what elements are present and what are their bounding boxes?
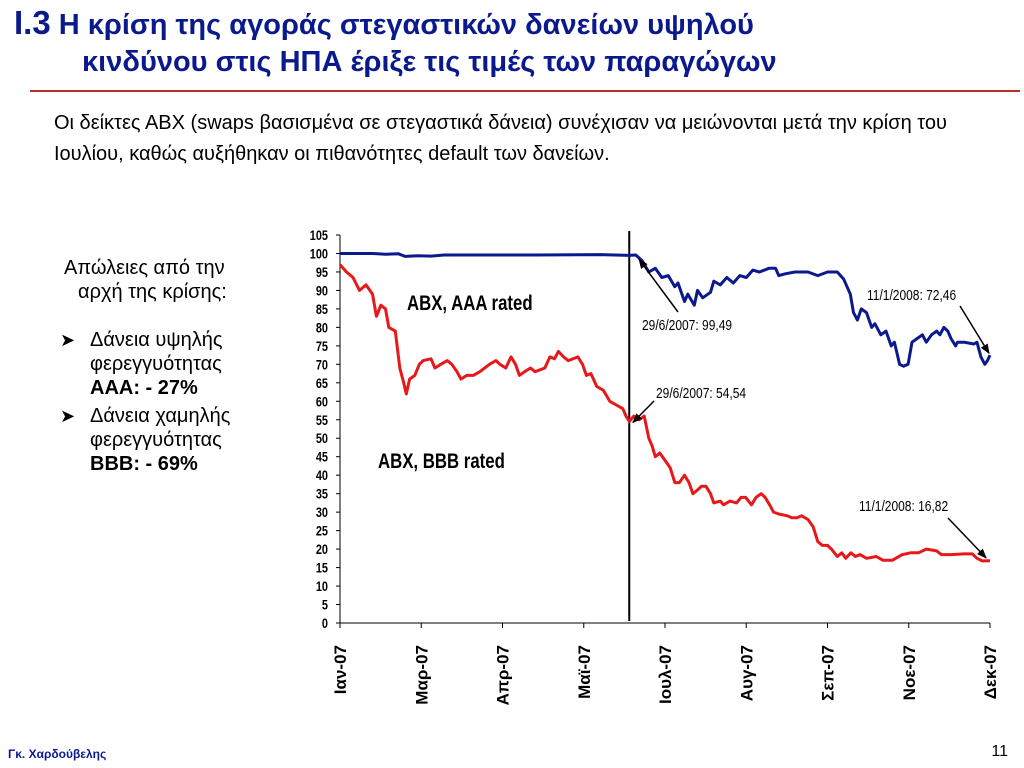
annotation-bbb-january: 11/1/2008: 16,82 <box>859 498 948 515</box>
y-tick-label: 85 <box>316 302 328 318</box>
y-tick-label: 95 <box>316 265 328 281</box>
x-tick-label: Ιαν-07 <box>331 645 350 694</box>
title-number: I.3 <box>14 4 51 41</box>
title-line-1: Η κρίση της αγοράς στεγαστικών δανείων υ… <box>58 9 754 41</box>
annotation-aaa-january: 11/1/2008: 72,46 <box>867 287 956 304</box>
series-bbb-line <box>338 263 991 563</box>
bullet-aaa: ➤ Δάνεια υψηλής φερεγγυότητας AAA: - 27% <box>60 328 290 400</box>
x-tick-label: Μαρ-07 <box>412 645 431 705</box>
y-tick-label: 100 <box>310 246 328 262</box>
bullet-bbb-loss: BBB: - 69% <box>90 453 198 475</box>
y-tick-label: 75 <box>316 339 328 355</box>
bullet-arrow-icon: ➤ <box>60 406 76 426</box>
loss-summary: Απώλειες από την αρχή της κρίσης: ➤ Δάνε… <box>60 256 290 476</box>
x-tick-label: Δεκ-07 <box>981 645 1000 699</box>
y-tick-label: 60 <box>316 394 328 410</box>
y-tick-label: 0 <box>322 616 328 632</box>
y-tick-label: 30 <box>316 505 328 521</box>
y-tick-label: 10 <box>316 579 328 595</box>
x-tick-label: Μαϊ-07 <box>575 645 594 699</box>
y-tick-label: 105 <box>310 228 328 244</box>
page-number: 11 <box>991 743 1008 760</box>
arrow-bbb-january <box>947 517 987 559</box>
series-aaa-label: ABX, AAA rated <box>407 292 533 315</box>
x-tick-label: Σεπ-07 <box>819 645 838 701</box>
annotation-bbb-june: 29/6/2007: 54,54 <box>656 385 746 402</box>
bullet-aaa-loss: AAA: - 27% <box>90 377 198 399</box>
intro-text: Οι δείκτες ΑΒΧ (swaps βασισμένα σε στεγα… <box>54 112 947 165</box>
bullet-bbb: ➤ Δάνεια χαμηλής φερεγγυότητας BBB: - 69… <box>60 404 290 476</box>
x-tick-label: Απρ-07 <box>494 645 513 705</box>
y-tick-label: 35 <box>316 486 328 502</box>
y-tick-label: 45 <box>316 449 328 465</box>
series-bbb-label: ABX, BBB rated <box>378 450 505 473</box>
y-tick-label: 70 <box>316 357 328 373</box>
y-tick-label: 15 <box>316 560 328 576</box>
y-tick-label: 55 <box>316 412 328 428</box>
y-tick-label: 20 <box>316 542 328 558</box>
title-line-2: κινδύνου στις ΗΠΑ έριξε τις τιμές των πα… <box>82 46 777 78</box>
bullet-aaa-text: Δάνεια υψηλής φερεγγυότητας <box>90 329 223 375</box>
x-tick-label: Νοε-07 <box>900 645 919 700</box>
bullet-bbb-text: Δάνεια χαμηλής φερεγγυότητας <box>90 405 231 451</box>
annotation-aaa-june: 29/6/2007: 99,49 <box>642 317 732 334</box>
y-tick-label: 65 <box>316 376 328 392</box>
arrow-aaa-january <box>959 305 990 355</box>
title-divider <box>30 90 1020 92</box>
loss-lead: Απώλειες από την αρχή της κρίσης: <box>60 256 290 304</box>
slide-title: I.3 Η κρίση της αγοράς στεγαστικών δανείω… <box>14 4 1014 81</box>
y-tick-label: 5 <box>322 597 328 613</box>
y-tick-label: 25 <box>316 523 328 539</box>
y-tick-label: 90 <box>316 283 328 299</box>
x-tick-label: Ιουλ-07 <box>656 645 675 704</box>
y-tick-label: 50 <box>316 431 328 447</box>
x-tick-label: Αυγ-07 <box>737 645 756 701</box>
loss-lead-line-2: αρχή της κρίσης: <box>78 281 227 303</box>
y-tick-label: 40 <box>316 468 328 484</box>
bullet-arrow-icon: ➤ <box>60 330 76 350</box>
arrow-aaa-june <box>638 258 679 313</box>
author: Γκ. Χαρδούβελης <box>8 747 107 761</box>
loss-lead-line-1: Απώλειες από την <box>64 257 225 279</box>
y-tick-label: 80 <box>316 320 328 336</box>
arrow-bbb-june <box>632 400 655 424</box>
